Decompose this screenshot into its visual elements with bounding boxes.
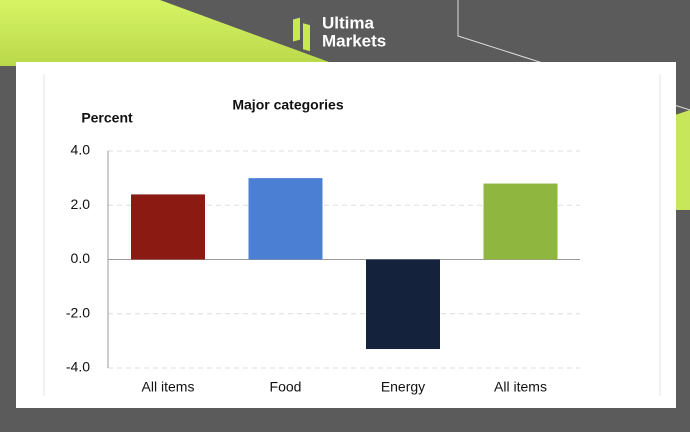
x-tick-label: Food — [270, 379, 302, 395]
bar — [366, 259, 440, 350]
y-tick-label: -4.0 — [66, 359, 90, 375]
y-tick-label: 2.0 — [71, 196, 91, 212]
bar — [131, 194, 205, 260]
chart-title: Major categories — [232, 97, 343, 113]
bar — [483, 183, 558, 260]
brand-text: Ultima — [322, 13, 375, 32]
y-axis-label: Percent — [81, 110, 133, 126]
plot: -4.0 -2.0 0.0 2.0 4.0 All items Food Energy All … — [66, 142, 580, 395]
chart-card — [16, 62, 676, 408]
decor — [0, 0, 340, 66]
y-tick-label: 4.0 — [71, 142, 91, 158]
y-tick-label: -2.0 — [66, 304, 90, 320]
x-tick-label: Energy — [381, 379, 425, 395]
brand-text: Markets — [322, 31, 386, 50]
bar — [248, 178, 323, 260]
logo-mark — [303, 23, 310, 52]
logo-mark — [293, 17, 300, 42]
x-tick-label: All items — [494, 379, 547, 395]
y-tick-label: 0.0 — [71, 250, 91, 266]
x-tick-label: All items — [142, 379, 195, 395]
